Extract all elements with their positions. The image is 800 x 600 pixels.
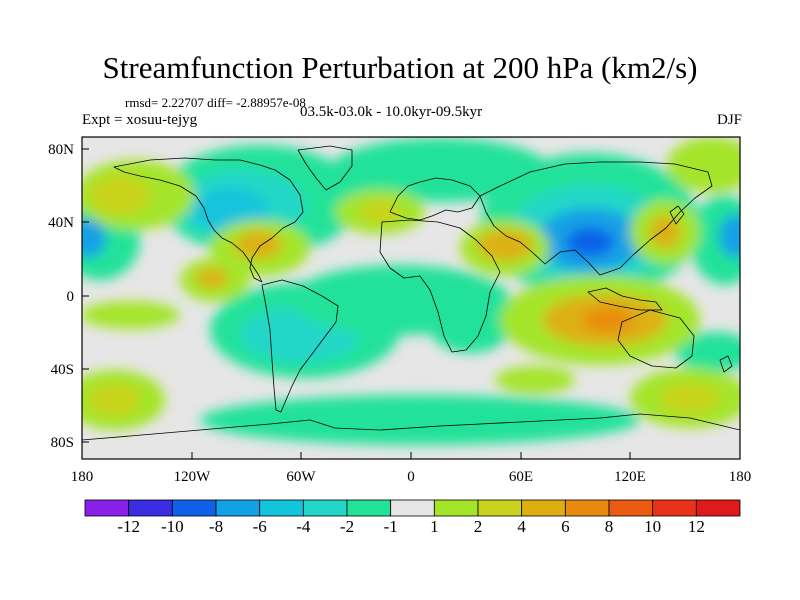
- field-patch: [200, 395, 640, 445]
- lon-labels: 180 120W 60W 0 60E 120E 180: [71, 469, 752, 485]
- colorbar-swatch: [128, 499, 173, 517]
- colorbar-swatch: [477, 499, 523, 517]
- rmsd-diff-text: rmsd= 2.22707 diff= -2.88957e-08: [125, 95, 306, 110]
- experiment-label: Expt = xosuu-tejyg: [82, 112, 198, 128]
- colorbar: -12 -10 -8 -6 -4 -2 -1 1 2 4 6 8 10 12: [84, 499, 741, 536]
- field-patch: [675, 332, 740, 372]
- period-label: 03.5k-03.0k - 10.0kyr-09.5kyr: [300, 104, 483, 120]
- colorbar-swatch: [215, 499, 261, 517]
- figure-title: Streamfunction Perturbation at 200 hPa (…: [102, 50, 698, 85]
- colorbar-label: -8: [209, 517, 223, 536]
- field-patch: [234, 231, 282, 259]
- field-patch: [583, 308, 633, 332]
- colorbar-swatch: [564, 499, 610, 517]
- colorbar-label: 1: [430, 517, 439, 536]
- lon-label-0: 0: [407, 469, 415, 485]
- colorbar-label: -1: [384, 517, 398, 536]
- colorbar-swatch: [259, 499, 304, 517]
- field-patch: [82, 301, 180, 329]
- colorbar-label: 2: [474, 517, 483, 536]
- lat-label-80s: 80S: [51, 435, 74, 451]
- lon-label-180e: 180: [729, 469, 752, 485]
- lat-labels: 80N 40N 0 40S 80S: [48, 142, 74, 451]
- colorbar-label: -4: [296, 517, 311, 536]
- coastline-north-america: [113, 157, 304, 283]
- colorbar-swatch: [521, 499, 566, 517]
- lat-label-80n: 80N: [48, 142, 74, 158]
- coastline-south-america: [261, 279, 339, 413]
- colorbar-swatch: [695, 499, 741, 517]
- colorbar-label: -12: [117, 517, 140, 536]
- coastline-greenland: [297, 145, 353, 191]
- coastline-antarctica: [82, 413, 740, 441]
- field-patch: [90, 175, 150, 215]
- lat-label-0: 0: [67, 289, 75, 305]
- colorbar-swatch: [302, 499, 348, 517]
- coastline-new-zealand: [719, 355, 733, 373]
- lon-label-60w: 60W: [286, 469, 316, 485]
- field-patch: [649, 216, 681, 248]
- colorbar-labels: -12 -10 -8 -6 -4 -2 -1 1 2 4 6 8 10 12: [117, 517, 705, 536]
- coastline-australia: [617, 309, 695, 369]
- colorbar-label: 4: [517, 517, 526, 536]
- lon-label-180w: 180: [71, 469, 94, 485]
- field-patch: [89, 384, 141, 416]
- coastline-indonesia: [587, 287, 663, 311]
- coastlines: [82, 145, 740, 441]
- field-patch: [566, 228, 614, 256]
- season-label: DJF: [716, 112, 742, 128]
- colorbar-swatch: [84, 499, 130, 517]
- field-patch: [495, 366, 575, 394]
- colorbar-label: 8: [605, 517, 614, 536]
- coastline-asia: [479, 161, 713, 276]
- colorbar-label: 6: [561, 517, 570, 536]
- map-panel: [82, 137, 740, 459]
- coastline-japan: [669, 205, 685, 225]
- colorbar-label: -2: [340, 517, 354, 536]
- colorbar-swatch: [433, 499, 479, 517]
- axis-ticks: [81, 148, 741, 459]
- colorbar-label: -10: [161, 517, 184, 536]
- field-patch: [82, 218, 106, 258]
- lat-label-40n: 40N: [48, 215, 74, 231]
- field-patch: [196, 268, 228, 288]
- lat-label-40s: 40S: [51, 362, 74, 378]
- colorbar-swatch: [390, 499, 435, 517]
- colorbar-swatch: [652, 499, 697, 517]
- coastline-africa: [379, 219, 501, 353]
- lon-label-60e: 60E: [509, 469, 533, 485]
- field-patch: [667, 137, 740, 193]
- colorbar-label: 12: [688, 517, 705, 536]
- field-patch: [719, 214, 740, 258]
- field-patch: [430, 303, 510, 353]
- colorbar-label: 10: [644, 517, 661, 536]
- field-patch: [660, 383, 720, 413]
- colorbar-swatch: [171, 499, 217, 517]
- colorbar-swatches: [84, 499, 741, 517]
- colorbar-swatch: [608, 499, 654, 517]
- lon-label-120e: 120E: [614, 469, 646, 485]
- field-patch: [330, 138, 550, 202]
- lon-label-120w: 120W: [174, 469, 212, 485]
- field-patch: [360, 200, 400, 224]
- colorbar-label: -6: [253, 517, 267, 536]
- colorbar-swatch: [346, 499, 392, 517]
- field-patch: [477, 229, 533, 261]
